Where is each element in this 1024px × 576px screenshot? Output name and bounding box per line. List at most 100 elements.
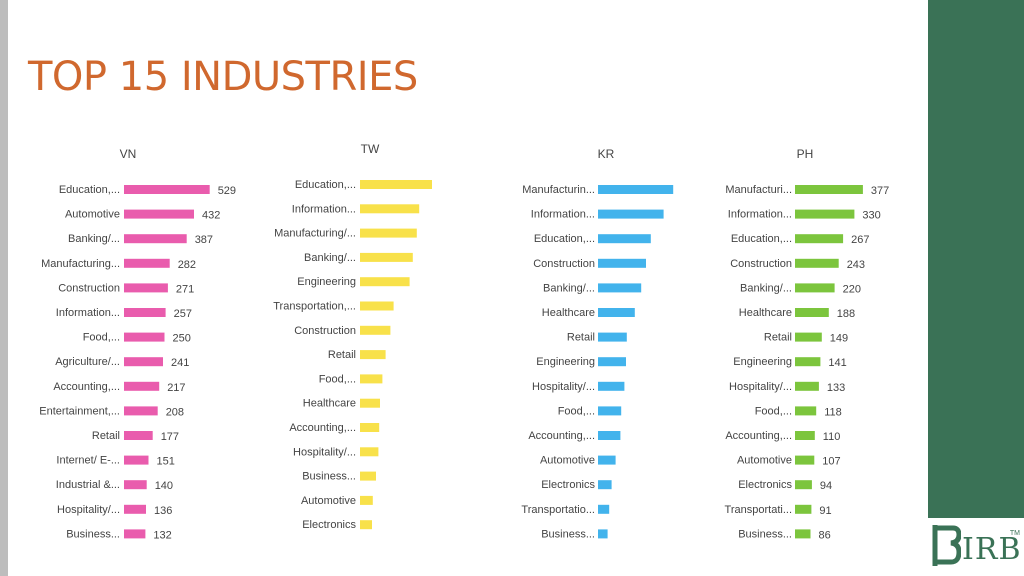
value-label: 529: [218, 185, 236, 197]
category-label: Engineering: [733, 356, 792, 368]
bar: [124, 209, 194, 219]
category-label: Information...: [728, 209, 792, 221]
category-label: Business...: [66, 528, 120, 540]
bar: [360, 374, 383, 384]
bar: [360, 520, 372, 530]
bar: [795, 332, 822, 342]
bar: [795, 357, 821, 367]
bar: [795, 283, 835, 293]
bar: [124, 381, 160, 391]
bar: [795, 209, 855, 219]
category-label: Engineering: [297, 276, 356, 288]
category-label: Education,...: [59, 184, 120, 196]
category-label: Manufacturing/...: [274, 228, 356, 240]
irb-emblem-icon: [932, 525, 961, 566]
value-label: 140: [155, 480, 173, 492]
category-label: Business...: [738, 528, 792, 540]
category-label: Healthcare: [542, 307, 595, 319]
category-label: Manufacturin...: [522, 184, 595, 196]
bar: [124, 406, 158, 416]
value-label: 107: [822, 456, 840, 468]
value-label: 387: [195, 234, 213, 246]
bar: [795, 258, 839, 268]
category-label: Industrial &...: [56, 479, 120, 491]
category-label: Electronics: [541, 479, 595, 491]
value-label: 188: [837, 308, 855, 320]
logo-trademark: TM: [1009, 530, 1020, 537]
bar: [598, 234, 651, 244]
value-label: 271: [176, 283, 194, 295]
bar: [598, 406, 622, 416]
category-label: Education,...: [295, 179, 356, 191]
bar: [795, 308, 829, 317]
category-label: Automotive: [737, 455, 792, 467]
bar: [598, 185, 674, 194]
category-label: Healthcare: [739, 307, 792, 319]
value-label: 208: [166, 406, 184, 418]
value-label: 177: [161, 431, 179, 443]
bar: [360, 252, 413, 262]
value-label: 118: [824, 406, 842, 418]
value-label: 267: [851, 234, 869, 246]
bar: [360, 180, 432, 189]
bar: [360, 277, 410, 287]
bar: [360, 325, 391, 335]
bar: [598, 504, 610, 514]
category-label: Information...: [56, 307, 120, 319]
category-label: Education,...: [534, 233, 595, 245]
bar: [360, 204, 420, 214]
bar: [598, 431, 621, 440]
bar: [795, 529, 811, 539]
bar: [598, 357, 626, 367]
value-label: 241: [171, 357, 189, 369]
category-label: Food,...: [558, 405, 595, 417]
bar: [360, 301, 394, 311]
bar: [598, 209, 664, 219]
bar: [598, 258, 646, 268]
value-label: 220: [843, 283, 861, 295]
bar: [795, 431, 815, 440]
irb-logo: IRB TM: [928, 518, 1024, 576]
bar: [795, 185, 863, 194]
chart-title-ph: PH: [797, 147, 814, 161]
category-label: Food,...: [319, 373, 356, 385]
bar: [360, 398, 380, 408]
logo-text: IRB: [962, 532, 1022, 567]
category-label: Retail: [764, 332, 792, 344]
category-label: Agriculture/...: [55, 356, 120, 368]
value-label: 257: [174, 308, 192, 320]
category-label: Accounting,...: [289, 422, 356, 434]
bar: [795, 234, 844, 244]
bar: [124, 504, 146, 514]
industry-charts: VN Education,... 529 Automotive 432 Banking/.…: [39, 142, 889, 541]
category-label: Internet/ E-...: [56, 455, 120, 467]
bar: [598, 480, 612, 490]
bar: [598, 455, 616, 465]
category-label: Automotive: [65, 209, 120, 221]
bar: [360, 228, 417, 238]
category-label: Electronics: [738, 479, 792, 491]
bar: [360, 447, 379, 457]
bar: [124, 283, 168, 293]
value-label: 136: [154, 505, 172, 517]
value-label: 86: [819, 529, 831, 541]
bar: [124, 332, 165, 342]
category-label: Manufacturing...: [41, 258, 120, 270]
category-label: Automotive: [301, 495, 356, 507]
left-edge-strip: [0, 0, 8, 576]
category-label: Food,...: [755, 405, 792, 417]
category-label: Healthcare: [303, 398, 356, 410]
bar: [598, 283, 642, 293]
category-label: Hospitality/...: [293, 446, 356, 458]
category-label: Manufacturi...: [725, 184, 792, 196]
category-label: Retail: [567, 332, 595, 344]
category-label: Transportation,...: [273, 301, 356, 313]
bar: [360, 423, 380, 432]
category-label: Business...: [541, 528, 595, 540]
category-label: Transportati...: [725, 504, 792, 516]
category-label: Information...: [292, 203, 356, 215]
bar: [795, 504, 812, 514]
category-label: Education,...: [731, 233, 792, 245]
category-label: Banking/...: [304, 252, 356, 264]
bar: [795, 455, 815, 465]
